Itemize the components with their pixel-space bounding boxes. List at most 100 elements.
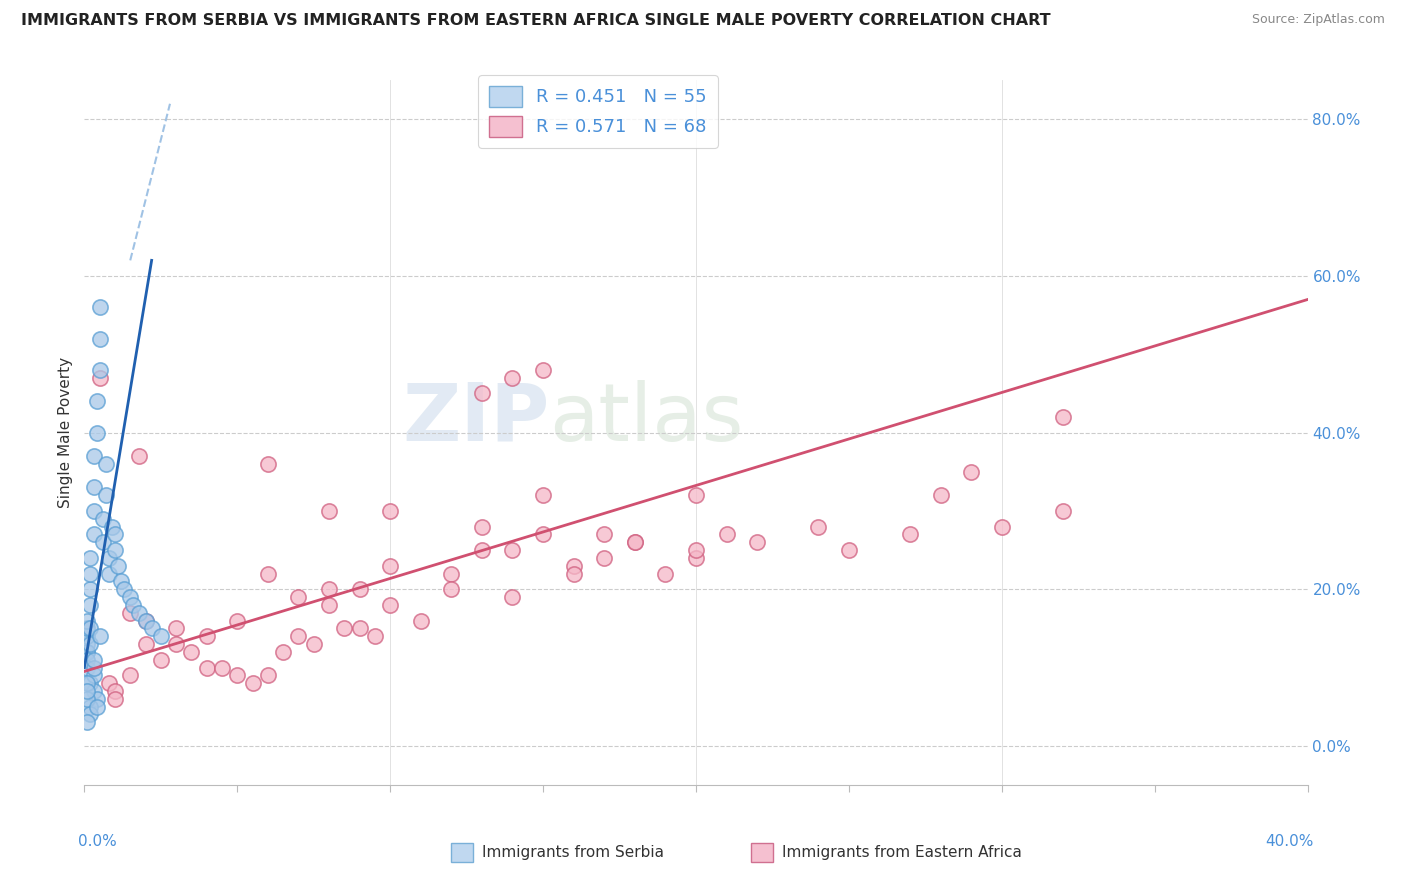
Point [747,535,769,549]
Point [685,488,707,502]
Point [91,512,114,526]
Point [79,566,101,581]
Point [79,550,101,565]
Point [83,504,105,518]
Point [79,707,101,722]
Point [502,590,524,604]
Point [165,621,187,635]
Point [97,566,120,581]
Point [79,582,101,597]
Point [716,527,738,541]
Point [226,668,249,682]
Point [838,543,860,558]
Point [318,598,340,612]
Point [380,504,402,518]
Point [302,637,325,651]
Point [104,543,127,558]
Point [318,504,340,518]
Point [440,566,463,581]
Point [76,691,98,706]
Point [135,637,157,651]
Point [271,645,294,659]
Point [91,535,114,549]
Point [83,480,105,494]
Point [257,566,280,581]
Point [94,488,117,502]
Point [531,488,554,502]
Point [120,668,142,682]
Point [135,614,157,628]
Point [960,465,983,479]
Point [83,668,105,682]
Point [86,425,108,440]
Point [287,590,309,604]
Point [89,371,111,385]
Point [128,606,150,620]
Point [409,614,432,628]
Point [898,527,921,541]
Point [86,699,108,714]
Point [991,519,1014,533]
Point [380,598,402,612]
Point [807,519,830,533]
Point [1052,504,1074,518]
Point [76,645,98,659]
Point [83,653,105,667]
Point [86,691,108,706]
Point [135,614,157,628]
Point [287,629,309,643]
Point [76,715,98,730]
Point [76,684,98,698]
Point [257,457,280,471]
Point [112,582,135,597]
Point [471,543,494,558]
Point [364,629,387,643]
Text: ZIP: ZIP [402,379,550,458]
Point [195,660,218,674]
Point [624,535,647,549]
Point [79,598,101,612]
Point [440,582,463,597]
Point [101,519,124,533]
Point [141,621,163,635]
Text: Source: ZipAtlas.com: Source: ZipAtlas.com [1251,13,1385,27]
Point [79,637,101,651]
Point [1052,409,1074,424]
Point [89,332,111,346]
Point [94,457,117,471]
Point [929,488,952,502]
Point [654,566,676,581]
Text: IMMIGRANTS FROM SERBIA VS IMMIGRANTS FROM EASTERN AFRICA SINGLE MALE POVERTY COR: IMMIGRANTS FROM SERBIA VS IMMIGRANTS FRO… [21,13,1050,29]
FancyBboxPatch shape [751,843,773,863]
Point [79,621,101,635]
Point [257,668,280,682]
Point [89,629,111,643]
Point [333,621,356,635]
Point [76,645,98,659]
Point [349,621,371,635]
Legend: R = 0.451   N = 55, R = 0.571   N = 68: R = 0.451 N = 55, R = 0.571 N = 68 [478,75,717,147]
Point [120,606,142,620]
Point [180,645,202,659]
Point [685,543,707,558]
Point [149,629,172,643]
Point [76,676,98,690]
Text: 40.0%: 40.0% [1265,834,1313,849]
Point [195,629,218,643]
Point [562,566,585,581]
Point [685,550,707,565]
Point [97,550,120,565]
Point [531,527,554,541]
Point [593,527,616,541]
Text: atlas: atlas [550,379,744,458]
Point [83,527,105,541]
Point [76,629,98,643]
Point [83,449,105,463]
Point [624,535,647,549]
Point [562,558,585,573]
Point [76,621,98,635]
Text: Immigrants from Eastern Africa: Immigrants from Eastern Africa [782,845,1022,860]
Point [76,653,98,667]
Point [110,574,132,589]
Point [165,637,187,651]
